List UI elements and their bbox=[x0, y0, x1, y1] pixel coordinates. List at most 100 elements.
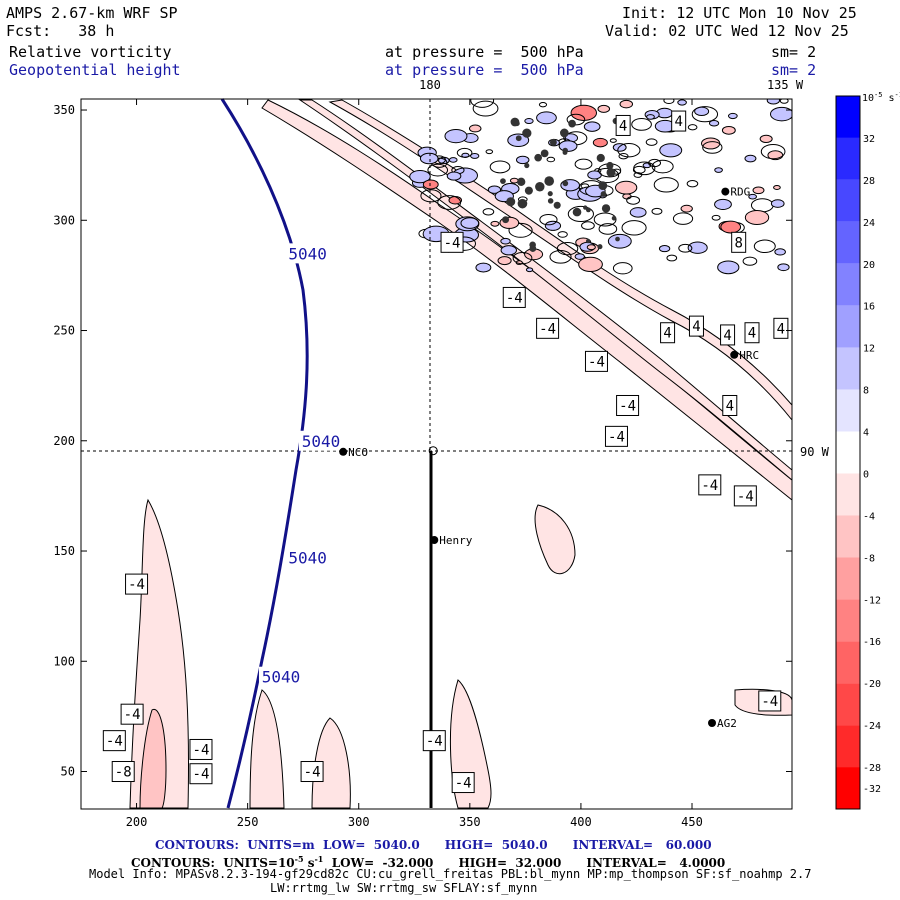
colorbar-level-label: 4 bbox=[863, 428, 869, 439]
vorticity-noise-cell bbox=[409, 169, 431, 184]
vorticity-label: -4 bbox=[619, 398, 636, 414]
vorticity-noise-cell bbox=[615, 180, 638, 195]
vorticity-noise-cell bbox=[482, 208, 495, 216]
vorticity-label: 4 bbox=[748, 326, 756, 342]
vorticity-noise-dot bbox=[524, 162, 530, 169]
vorticity-label: -4 bbox=[124, 707, 141, 723]
height-label: 5040 bbox=[302, 432, 341, 451]
vorticity-noise-cell bbox=[617, 143, 641, 158]
vorticity-noise-cell bbox=[659, 143, 683, 158]
colorbar-level-label: 24 bbox=[863, 218, 875, 229]
colorbar-swatch bbox=[836, 96, 860, 138]
vorticity-noise-cell bbox=[773, 184, 781, 190]
vorticity-noise-cell bbox=[742, 256, 758, 266]
vorticity-noise-cell bbox=[427, 163, 449, 177]
vorticity-noise-cell bbox=[760, 144, 786, 160]
vorticity-noise-dot bbox=[568, 119, 576, 128]
x-tick-label: 450 bbox=[681, 815, 703, 829]
colorbar-unit-exp: -5 bbox=[874, 91, 882, 99]
station-label: AG2 bbox=[717, 717, 737, 730]
vorticity-label-box bbox=[758, 690, 782, 712]
vorticity-noise-cell bbox=[460, 217, 480, 229]
vorticity-noise-cell bbox=[691, 106, 719, 123]
vorticity-noise-cell bbox=[680, 204, 693, 213]
y-tick-label: 300 bbox=[53, 213, 75, 227]
height-labels: 5040 5040 5040 5040 bbox=[258, 243, 343, 687]
vorticity-noise-dot bbox=[615, 236, 620, 242]
vorticity-label: -4 bbox=[737, 489, 754, 505]
height-label-bg bbox=[298, 430, 343, 451]
colorbar-swatch bbox=[836, 431, 860, 474]
height-label-bg bbox=[258, 666, 303, 687]
vorticity-label-box bbox=[502, 286, 526, 308]
vorticity-noise-dot bbox=[572, 207, 582, 217]
vorticity-noise-cell bbox=[592, 137, 608, 148]
valid-label: Valid: bbox=[605, 22, 660, 40]
vorticity-noise-cell bbox=[448, 157, 458, 163]
vorticity-noise-cell bbox=[714, 167, 723, 173]
colorbar-swatch bbox=[836, 473, 860, 516]
init-label: Init: bbox=[622, 4, 668, 22]
vorticity-noise-cell bbox=[779, 99, 789, 104]
vorticity-label: -4 bbox=[539, 321, 556, 337]
vorticity-noise-cell bbox=[714, 198, 732, 210]
colorbar-unit-suffix: s bbox=[882, 93, 894, 104]
colorbar-unit-base: 10 bbox=[862, 93, 874, 104]
vorticity-noise-cell bbox=[586, 244, 596, 251]
vorticity-noise-cell bbox=[658, 244, 671, 253]
vorticity-label: -4 bbox=[426, 734, 443, 750]
vorticity-label: 4 bbox=[777, 321, 785, 337]
vorticity-noise-cell bbox=[512, 252, 533, 265]
y-tick-label: 150 bbox=[53, 544, 75, 558]
vorticity-noise-cell bbox=[581, 221, 595, 230]
colorbar-level-label: -24 bbox=[863, 721, 881, 732]
colorbar-level-label: 16 bbox=[863, 302, 875, 313]
vorticity-noise-cell bbox=[631, 117, 652, 131]
vorticity-noise-cell bbox=[556, 241, 579, 256]
vorticity-band bbox=[261, 99, 792, 501]
vorticity-noise-cell bbox=[672, 212, 694, 225]
vorticity-noise-dot bbox=[585, 239, 591, 244]
vorticity-noise-cell bbox=[626, 195, 641, 205]
vorticity-noise-cell bbox=[468, 124, 482, 133]
vorticity-noise-cell bbox=[475, 262, 492, 273]
vorticity-noise-dot bbox=[562, 150, 568, 155]
vorticity-label: -4 bbox=[455, 776, 472, 792]
vorticity-noise-cell bbox=[744, 154, 757, 163]
vorticity-noise-cell bbox=[597, 104, 611, 113]
height-contour-5040 bbox=[220, 98, 309, 809]
y-tick-label: 200 bbox=[53, 434, 75, 448]
vorticity-label-box bbox=[616, 394, 640, 416]
vorticity-noise-cell bbox=[566, 113, 586, 126]
lon-label-135w: 135 W bbox=[767, 78, 804, 92]
vorticity-noise-cell bbox=[753, 239, 776, 254]
vorticity-noise-cell bbox=[702, 141, 723, 154]
colorbar-swatch bbox=[836, 515, 860, 558]
vorticity-noise-dot bbox=[611, 216, 617, 221]
field1-level: at pressure = 500 hPa bbox=[385, 43, 584, 61]
vorticity-label-box bbox=[660, 322, 676, 344]
fcst-value: 38 h bbox=[78, 22, 115, 40]
colorbar-swatch bbox=[836, 767, 860, 809]
colorbar-level-label: -20 bbox=[863, 679, 881, 690]
vorticity-noise-cell bbox=[607, 233, 632, 249]
model-info: Model Info: MPASv8.2.3-194-gf29cd82c CU:… bbox=[89, 867, 812, 881]
vorticity-noise-cell bbox=[653, 177, 679, 193]
height-label: 5040 bbox=[288, 549, 327, 568]
vorticity-noise-cell bbox=[612, 143, 627, 152]
vorticity-band bbox=[534, 504, 576, 575]
y-tick-label: 100 bbox=[53, 654, 75, 668]
valid-value: 02 UTC Wed 12 Nov 25 bbox=[668, 22, 849, 40]
vorticity-label-box bbox=[671, 110, 687, 132]
vorticity-noise-dot bbox=[549, 138, 557, 146]
colorbar-frame bbox=[835, 95, 861, 810]
y-axis: 50 100 150 200 250 300 350 bbox=[53, 103, 792, 779]
vorticity-noise-cell bbox=[770, 199, 785, 208]
colorbar-level-label: -28 bbox=[863, 763, 881, 774]
height-label: 5040 bbox=[288, 244, 327, 263]
vorticity-label: -4 bbox=[304, 765, 321, 781]
vorticity-label-box bbox=[451, 772, 475, 794]
height-label-bg bbox=[285, 547, 330, 568]
vorticity-label-box bbox=[773, 317, 789, 339]
